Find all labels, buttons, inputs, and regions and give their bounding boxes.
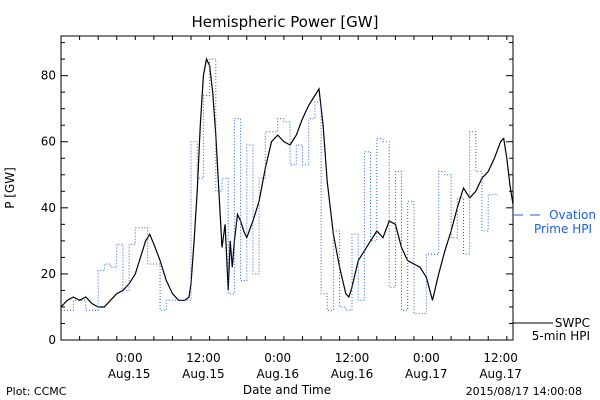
legend-swpc-label-1: SWPC bbox=[555, 316, 590, 330]
x-tick-label-time: 12:00 bbox=[483, 351, 518, 365]
x-axis-label: Date and Time bbox=[243, 383, 331, 397]
plot-credit: Plot: CCMC bbox=[6, 385, 67, 398]
x-tick-label-time: 12:00 bbox=[186, 351, 221, 365]
legend-swpc-label-2: 5-min HPI bbox=[532, 329, 590, 343]
legend-ovation: Ovation Prime HPI bbox=[513, 208, 596, 236]
y-tick-label: 60 bbox=[41, 135, 56, 149]
y-axis-label: P [GW] bbox=[3, 167, 17, 209]
x-tick-label-date: Aug.16 bbox=[256, 367, 299, 381]
legend-ovation-label-1: Ovation bbox=[549, 208, 596, 222]
plot-frame bbox=[60, 35, 514, 341]
y-axis: 0 20 40 60 80 bbox=[41, 42, 513, 347]
y-tick-label: 40 bbox=[41, 201, 56, 215]
series-line-ovation-prime bbox=[61, 58, 499, 315]
series-layer bbox=[60, 57, 514, 315]
x-tick-label-time: 0:00 bbox=[264, 351, 291, 365]
series-line-swpc bbox=[60, 57, 514, 308]
y-tick-label: 20 bbox=[41, 267, 56, 281]
x-tick-label-date: Aug.17 bbox=[479, 367, 522, 381]
chart-title: Hemispheric Power [GW] bbox=[192, 13, 379, 31]
legend-ovation-label-2: Prime HPI bbox=[534, 222, 592, 236]
timestamp: 2015/08/17 14:00:08 bbox=[466, 385, 582, 398]
x-tick-label-date: Aug.15 bbox=[182, 367, 225, 381]
x-tick-label-date: Aug.17 bbox=[405, 367, 448, 381]
y-tick-label: 0 bbox=[48, 333, 56, 347]
x-tick-label-time: 0:00 bbox=[413, 351, 440, 365]
x-axis: 0:00 Aug.15 12:00 Aug.15 0:00 Aug.16 12:00 Aug.… bbox=[60, 36, 522, 381]
x-tick-label-date: Aug.15 bbox=[108, 367, 151, 381]
x-tick-label-date: Aug.16 bbox=[331, 367, 374, 381]
x-tick-label-time: 12:00 bbox=[335, 351, 370, 365]
x-tick-label-time: 0:00 bbox=[116, 351, 143, 365]
legend-swpc: SWPC 5-min HPI bbox=[513, 316, 590, 343]
y-tick-label: 80 bbox=[41, 69, 56, 83]
